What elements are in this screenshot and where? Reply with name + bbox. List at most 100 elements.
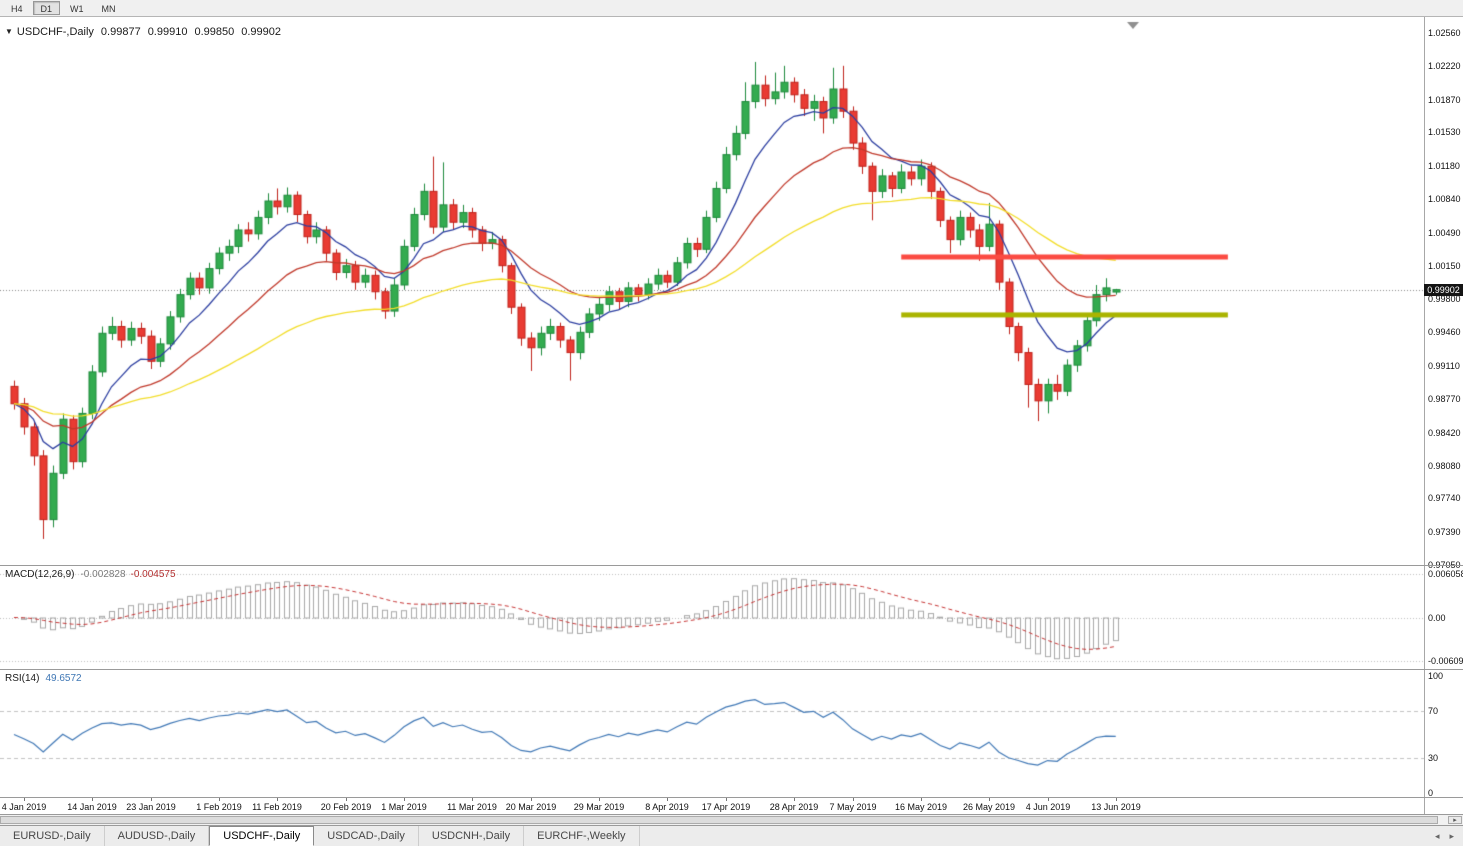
chart-tabs-bar: EURUSD-,Daily AUDUSD-,Daily USDCHF-,Dail…: [0, 825, 1463, 846]
price-axis-label: 1.02220: [1428, 60, 1461, 71]
price-axis-label: 1.02560: [1428, 28, 1461, 38]
rsi-axis-label: 0: [1428, 788, 1434, 798]
price-axis-label: 0.99800: [1428, 294, 1461, 305]
date-label: 23 Jan 2019: [126, 802, 176, 812]
date-label: 4 Jan 2019: [1, 802, 47, 812]
price-axis-label: 1.00840: [1428, 194, 1461, 205]
rsi-axis-label: 70: [1428, 706, 1439, 717]
date-label: 7 May 2019: [829, 802, 877, 812]
date-label: 26 May 2019: [962, 802, 1016, 812]
ohlc-open: 0.99877: [100, 26, 141, 38]
date-tick: [472, 798, 473, 801]
date-label: 4 Jun 2019: [1025, 802, 1071, 812]
date-tick: [853, 798, 854, 801]
date-tick: [151, 798, 152, 801]
pane-separator[interactable]: [0, 797, 1463, 798]
timeframe-w1-button[interactable]: W1: [70, 4, 84, 14]
price-axis-label: 0.98080: [1428, 460, 1461, 471]
timeframe-toolbar: H4 D1 W1 MN: [0, 0, 1463, 17]
axis-separator-line: [1424, 17, 1425, 814]
price-axis-label: 0.97740: [1428, 493, 1461, 504]
rsi-label: RSI(14) 49.6572: [5, 673, 82, 684]
horizontal-scrollbar[interactable]: ▸: [0, 814, 1463, 825]
tab-label: USDCNH-,Daily: [431, 830, 511, 842]
tab-label: AUDUSD-,Daily: [117, 830, 196, 842]
date-tick: [794, 798, 795, 801]
date-label: 20 Feb 2019: [320, 802, 372, 812]
price-chart-canvas[interactable]: [0, 17, 1424, 565]
date-tick: [726, 798, 727, 801]
chart-header: ▼ USDCHF-,Daily 0.99877 0.99910 0.99850 0.999…: [5, 26, 281, 38]
current-price-badge: 0.99902: [1424, 283, 1463, 296]
macd-value-main: -0.002828: [80, 569, 126, 580]
date-tick: [1048, 798, 1049, 801]
date-tick: [277, 798, 278, 801]
ohlc-low: 0.99850: [194, 26, 235, 38]
tab-usdcnh-daily[interactable]: USDCNH-,Daily: [419, 826, 525, 846]
date-tick: [921, 798, 922, 801]
ohlc-high: 0.99910: [147, 26, 188, 38]
tabs-scroll-right-icon[interactable]: ▸: [1449, 830, 1454, 841]
price-axis-label: 1.01870: [1428, 94, 1461, 105]
macd-label: MACD(12,26,9) -0.002828 -0.004575: [5, 569, 176, 580]
rsi-pane[interactable]: RSI(14) 49.6572 100 70 30 0: [0, 670, 1463, 798]
macd-indicator-canvas[interactable]: [0, 566, 1424, 669]
date-tick: [24, 798, 25, 801]
price-pane[interactable]: ▼ USDCHF-,Daily 0.99877 0.99910 0.99850 0.999…: [0, 17, 1463, 570]
chart-symbol: USDCHF-,Daily: [16, 26, 94, 38]
scrollbar-right-arrow-icon[interactable]: ▸: [1448, 816, 1462, 824]
rsi-axis-label: 30: [1428, 752, 1439, 763]
tabs-scroll-left-icon[interactable]: ◂: [1434, 830, 1440, 841]
tab-scroll-arrows: ◂ ▸: [1430, 826, 1463, 846]
date-label: 14 Jan 2019: [67, 802, 117, 812]
date-label: 11 Mar 2019: [447, 802, 497, 812]
date-tick: [346, 798, 347, 801]
ohlc-close: 0.99902: [241, 26, 281, 38]
scrollbar-thumb[interactable]: [0, 816, 1438, 824]
timeframe-d1-button[interactable]: D1: [32, 1, 61, 15]
tab-usdchf-daily[interactable]: USDCHF-,Daily: [209, 826, 315, 846]
date-label: 11 Feb 2019: [252, 802, 302, 812]
price-axis-label: 0.98420: [1428, 427, 1461, 438]
tab-audusd-daily[interactable]: AUDUSD-,Daily: [105, 826, 210, 846]
tab-label: EURCHF-,Weekly: [537, 830, 626, 842]
date-axis: 4 Jan 2019 14 Jan 2019 23 Jan 2019 1 Feb 20…: [0, 798, 1463, 814]
price-axis-label: 1.01180: [1428, 161, 1460, 172]
symbol-dropdown-icon[interactable]: ▼: [5, 27, 13, 36]
price-axis-label: 1.00150: [1428, 260, 1461, 271]
tab-label: USDCAD-,Daily: [327, 830, 405, 842]
rsi-value: 49.6572: [45, 673, 82, 684]
macd-axis-label: -0.006096: [1428, 655, 1463, 666]
tab-eurchf-weekly[interactable]: EURCHF-,Weekly: [524, 826, 640, 846]
pane-separator[interactable]: [0, 669, 1463, 670]
tab-usdcad-daily[interactable]: USDCAD-,Daily: [314, 826, 419, 846]
rsi-indicator-canvas[interactable]: [0, 670, 1424, 797]
timeframe-h4-button[interactable]: H4: [11, 4, 23, 14]
price-axis-label: 1.00490: [1428, 227, 1461, 238]
rsi-name: RSI(14): [5, 673, 40, 684]
macd-pane[interactable]: MACD(12,26,9) -0.002828 -0.004575 0.006058…: [0, 566, 1463, 669]
date-label: 8 Apr 2019: [645, 802, 689, 812]
date-tick: [667, 798, 668, 801]
date-tick: [1116, 798, 1117, 801]
date-label: 28 Apr 2019: [769, 802, 819, 812]
date-tick: [599, 798, 600, 801]
tab-label: USDCHF-,Daily: [223, 830, 301, 842]
date-label: 1 Mar 2019: [381, 802, 427, 812]
price-axis-label: 0.99460: [1428, 327, 1461, 338]
tab-eurusd-daily[interactable]: EURUSD-,Daily: [0, 826, 105, 846]
date-tick: [219, 798, 220, 801]
macd-axis-label: 0.006058: [1428, 569, 1463, 580]
date-label: 16 May 2019: [894, 802, 948, 812]
macd-value-signal: -0.004575: [130, 569, 176, 580]
date-label: 1 Feb 2019: [196, 802, 242, 812]
price-axis-label: 1.01530: [1428, 127, 1461, 138]
price-axis-label: 0.98770: [1428, 393, 1461, 404]
macd-axis-label: 0.00: [1428, 612, 1446, 623]
date-label: 17 Apr 2019: [701, 802, 751, 812]
date-tick: [989, 798, 990, 801]
timeframe-mn-button[interactable]: MN: [101, 4, 116, 14]
macd-name: MACD(12,26,9): [5, 569, 75, 580]
pane-separator[interactable]: [0, 565, 1463, 566]
